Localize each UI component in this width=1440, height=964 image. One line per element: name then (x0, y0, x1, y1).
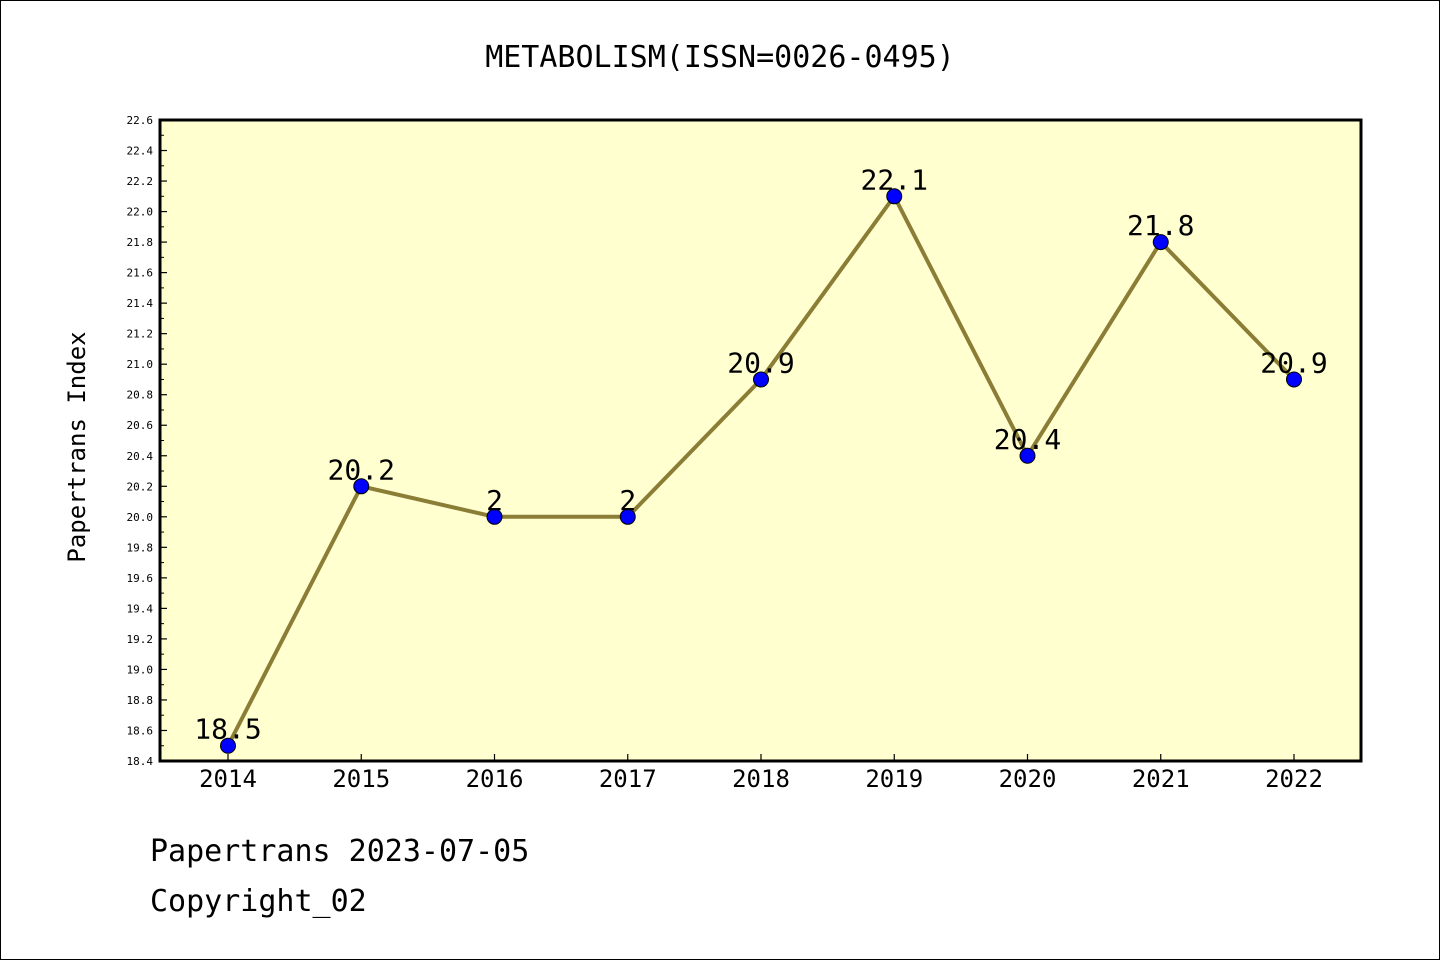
y-tick-label: 22.4 (127, 145, 154, 158)
y-tick-label: 19.4 (127, 602, 154, 615)
y-tick-label: 20.0 (127, 511, 154, 524)
y-tick-label: 20.8 (127, 389, 154, 402)
y-tick-label: 19.8 (127, 541, 154, 554)
series-line: 18.5 20.2 2 2 20.9 22.1 20.4 21.8 20.9 (194, 163, 1328, 754)
y-tick-label: 20.2 (127, 480, 154, 493)
x-tick-label: 2016 (466, 765, 524, 793)
x-tick-label: 2015 (332, 765, 390, 793)
data-point (1286, 371, 1302, 388)
data-label: 20.9 (727, 346, 794, 379)
x-tick-label: 2020 (999, 765, 1057, 793)
y-tick-label: 19.2 (127, 633, 154, 646)
data-point (1019, 447, 1036, 464)
y-tick-label: 22.0 (127, 206, 154, 219)
data-point (486, 508, 503, 525)
data-label: 2 (619, 484, 636, 517)
y-tick-label: 22.6 (127, 114, 154, 127)
data-point (753, 371, 769, 388)
data-point (220, 737, 236, 754)
data-label: 22.1 (861, 163, 928, 196)
x-tick-label: 2019 (865, 765, 923, 793)
y-tick-label: 21.2 (127, 328, 154, 341)
y-tick-label: 21.8 (127, 236, 154, 249)
x-tick-label: 2021 (1132, 765, 1190, 793)
data-point (353, 478, 370, 495)
y-tick-label: 21.6 (127, 267, 154, 280)
footer-date: Papertrans 2023-07-05 (150, 834, 530, 869)
y-tick-label: 18.8 (127, 694, 154, 707)
data-label: 21.8 (1127, 209, 1194, 242)
y-tick-label: 19.6 (127, 572, 154, 585)
x-tick-label: 2017 (599, 765, 657, 793)
y-tick-label: 20.6 (127, 419, 154, 432)
data-label: 20.4 (994, 423, 1061, 456)
y-tick-label: 21.0 (127, 358, 154, 371)
x-tick-label: 2018 (732, 765, 790, 793)
y-tick-label: 18.6 (127, 724, 154, 737)
data-point (1152, 234, 1169, 251)
data-label: 20.9 (1260, 346, 1327, 379)
x-tick-label: 2022 (1265, 765, 1323, 793)
y-tick-label: 20.4 (127, 450, 154, 463)
y-axis-label: Papertrans Index (63, 331, 91, 562)
x-axis: 2014 2015 2016 2017 2018 2019 2020 2021 2022 (199, 754, 1323, 793)
y-axis: 18.4 18.6 18.8 19.0 19.2 19.4 19.6 19.8 20.0 20.2… (127, 114, 167, 768)
plot-area (158, 118, 1363, 763)
data-point (619, 508, 636, 525)
data-label: 18.5 (194, 713, 261, 746)
y-tick-label: 19.0 (127, 663, 154, 676)
data-label: 20.2 (328, 453, 395, 486)
y-tick-label: 22.2 (127, 175, 154, 188)
chart-title: METABOLISM(ISSN=0026-0495) (485, 40, 955, 75)
x-tick-label: 2014 (199, 765, 257, 793)
data-label: 2 (486, 484, 503, 517)
data-point (886, 188, 903, 205)
footer-copyright: Copyright_02 (150, 884, 367, 919)
y-tick-label: 21.4 (127, 297, 154, 310)
y-tick-label: 18.4 (127, 755, 154, 768)
